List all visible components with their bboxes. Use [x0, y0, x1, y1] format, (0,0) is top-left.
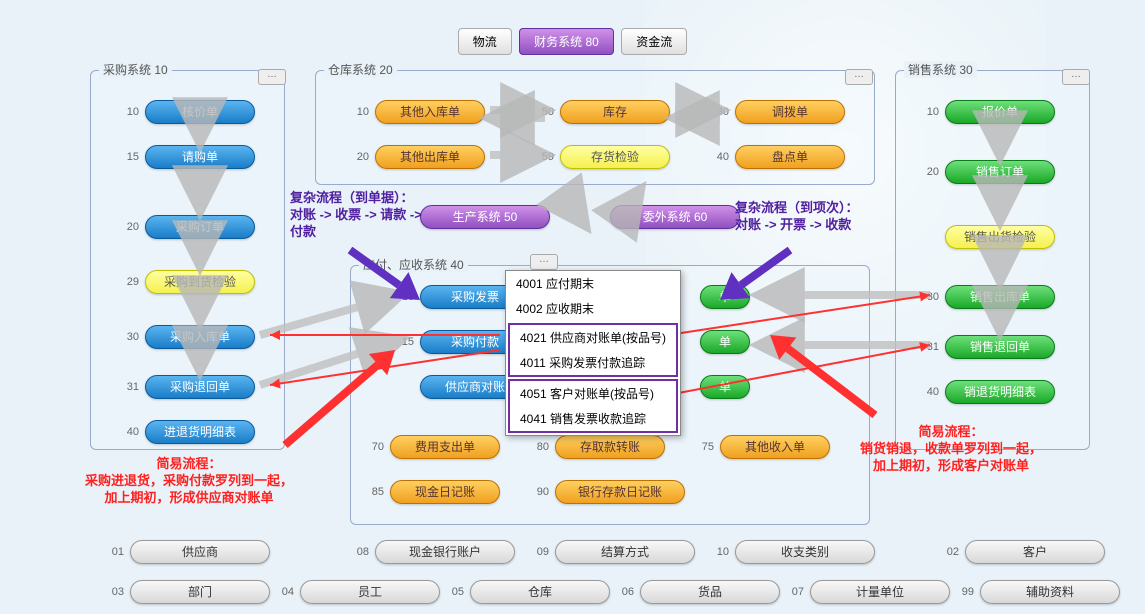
node-计量单位[interactable]: 计量单位	[810, 580, 950, 604]
annotation-2: 简易流程：采购进退货，采购付款罗列到一起，加上期初，形成供应商对账单	[85, 456, 293, 507]
node-库存[interactable]: 库存	[560, 100, 670, 124]
node-num: 20	[119, 221, 139, 233]
node-销退货明细表[interactable]: 销退货明细表	[945, 380, 1055, 404]
panel-p60[interactable]: 委外系统 60	[610, 205, 740, 229]
node-num: 40	[919, 386, 939, 398]
tab-fund[interactable]: 资金流	[621, 28, 687, 55]
node-现金日记账[interactable]: 现金日记账	[390, 480, 500, 504]
annotation-0: 复杂流程（到单据）：对账 -> 收票 -> 请款 ->付款	[290, 190, 422, 241]
dropdown-item[interactable]: 4002 应收期末	[506, 296, 680, 321]
node-销售出库单[interactable]: 销售出库单	[945, 285, 1055, 309]
node-销售退回单[interactable]: 销售退回单	[945, 335, 1055, 359]
node-盘点单[interactable]: 盘点单	[735, 145, 845, 169]
node-num: 75	[694, 441, 714, 453]
tab-finance[interactable]: 财务系统 80	[519, 28, 614, 55]
annotation-3: 简易流程：销货销退，收款单罗列到一起，加上期初，形成客户对账单	[860, 424, 1042, 475]
tab-logistics[interactable]: 物流	[458, 28, 512, 55]
node-采购退回单[interactable]: 采购退回单	[145, 375, 255, 399]
node-员工[interactable]: 员工	[300, 580, 440, 604]
node-num: 80	[529, 441, 549, 453]
node-num: 59	[534, 151, 554, 163]
node-num: 10	[709, 546, 729, 558]
node-采购入库单[interactable]: 采购入库单	[145, 325, 255, 349]
node-num: 03	[104, 586, 124, 598]
node-num: 07	[784, 586, 804, 598]
node-num: 30	[709, 106, 729, 118]
dropdown-item[interactable]: 4011 采购发票付款追踪	[510, 350, 676, 375]
node-num: 20	[349, 151, 369, 163]
node-num: 01	[104, 546, 124, 558]
node-客户[interactable]: 客户	[965, 540, 1105, 564]
node-num: 05	[444, 586, 464, 598]
dropdown-menu: 4001 应付期末4002 应收期末 4021 供应商对账单(按品号)4011 采…	[505, 270, 681, 436]
dropdown-item[interactable]: 4001 应付期末	[506, 271, 680, 296]
node-num: 10	[119, 106, 139, 118]
node-单[interactable]: 单	[700, 330, 750, 354]
node-部门[interactable]: 部门	[130, 580, 270, 604]
panel-p50[interactable]: 生产系统 50	[420, 205, 550, 229]
node-单[interactable]: 单	[700, 375, 750, 399]
node-num: 90	[529, 486, 549, 498]
node-收支类别[interactable]: 收支类别	[735, 540, 875, 564]
node-num: 40	[709, 151, 729, 163]
node-存取款转账[interactable]: 存取款转账	[555, 435, 665, 459]
node-num: 70	[364, 441, 384, 453]
more-button-0[interactable]: …	[258, 69, 286, 85]
node-num: 10	[349, 106, 369, 118]
dropdown-item[interactable]: 4021 供应商对账单(按品号)	[510, 325, 676, 350]
node-核价单[interactable]: 核价单	[145, 100, 255, 124]
node-num: 06	[614, 586, 634, 598]
node-辅助资料[interactable]: 辅助资料	[980, 580, 1120, 604]
node-费用支出单[interactable]: 费用支出单	[390, 435, 500, 459]
node-其他出库单[interactable]: 其他出库单	[375, 145, 485, 169]
annotation-1: 复杂流程（到项次）：对账 -> 开票 -> 收款	[735, 200, 859, 234]
node-现金银行账户[interactable]: 现金银行账户	[375, 540, 515, 564]
node-报价单[interactable]: 报价单	[945, 100, 1055, 124]
node-调拨单[interactable]: 调拨单	[735, 100, 845, 124]
node-银行存款日记账[interactable]: 银行存款日记账	[555, 480, 685, 504]
node-num: 31	[119, 381, 139, 393]
node-其他收入单[interactable]: 其他收入单	[720, 435, 830, 459]
node-销售出货检验[interactable]: 销售出货检验	[945, 225, 1055, 249]
node-num: 09	[529, 546, 549, 558]
node-请购单[interactable]: 请购单	[145, 145, 255, 169]
node-num: 15	[394, 336, 414, 348]
node-num: 30	[919, 291, 939, 303]
node-采购到货检验[interactable]: 采购到货检验	[145, 270, 255, 294]
node-进退货明细表[interactable]: 进退货明细表	[145, 420, 255, 444]
dropdown-item[interactable]: 4041 销售发票收款追踪	[510, 406, 676, 431]
more-button-3[interactable]: …	[530, 254, 558, 270]
node-num: 40	[119, 426, 139, 438]
node-num: 10	[919, 106, 939, 118]
node-货品[interactable]: 货品	[640, 580, 780, 604]
dropdown-item[interactable]: 4051 客户对账单(按品号)	[510, 381, 676, 406]
node-num: 30	[119, 331, 139, 343]
node-存货检验[interactable]: 存货检验	[560, 145, 670, 169]
node-num: 20	[919, 166, 939, 178]
node-结算方式[interactable]: 结算方式	[555, 540, 695, 564]
panel-title: 采购系统 10	[99, 61, 172, 78]
node-num: 04	[274, 586, 294, 598]
node-num: 85	[364, 486, 384, 498]
node-num: 08	[349, 546, 369, 558]
more-button-1[interactable]: …	[845, 69, 873, 85]
node-num: 99	[954, 586, 974, 598]
node-仓库[interactable]: 仓库	[470, 580, 610, 604]
node-num: 50	[534, 106, 554, 118]
node-采购订单[interactable]: 采购订单	[145, 215, 255, 239]
node-单[interactable]: 单	[700, 285, 750, 309]
panel-title: 仓库系统 20	[324, 61, 397, 78]
panel-title: 销售系统 30	[904, 61, 977, 78]
node-num: 29	[119, 276, 139, 288]
node-销售订单[interactable]: 销售订单	[945, 160, 1055, 184]
node-其他入库单[interactable]: 其他入库单	[375, 100, 485, 124]
node-num: 02	[939, 546, 959, 558]
node-num: 10	[394, 291, 414, 303]
node-供应商[interactable]: 供应商	[130, 540, 270, 564]
panel-title: 应付、应收系统 40	[359, 256, 468, 273]
node-num: 15	[119, 151, 139, 163]
top-tabs: 物流 财务系统 80 资金流	[0, 28, 1145, 55]
node-num: 31	[919, 341, 939, 353]
more-button-2[interactable]: …	[1062, 69, 1090, 85]
